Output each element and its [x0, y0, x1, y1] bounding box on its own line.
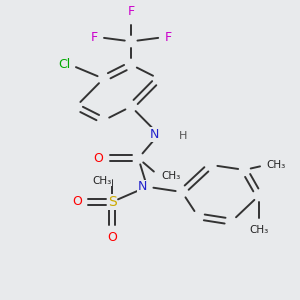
- Text: H: H: [179, 131, 188, 141]
- Text: CH₃: CH₃: [249, 225, 268, 235]
- Text: CH₃: CH₃: [162, 171, 181, 181]
- Text: O: O: [72, 195, 82, 208]
- Text: F: F: [164, 31, 172, 44]
- Text: F: F: [128, 5, 135, 18]
- Text: CH₃: CH₃: [92, 176, 112, 186]
- Text: F: F: [91, 31, 98, 44]
- Text: O: O: [107, 231, 117, 244]
- Text: S: S: [108, 195, 117, 209]
- Text: Cl: Cl: [58, 58, 70, 71]
- Text: N: N: [138, 180, 147, 193]
- Text: N: N: [149, 128, 159, 141]
- Text: CH₃: CH₃: [266, 160, 286, 170]
- Text: O: O: [94, 152, 103, 165]
